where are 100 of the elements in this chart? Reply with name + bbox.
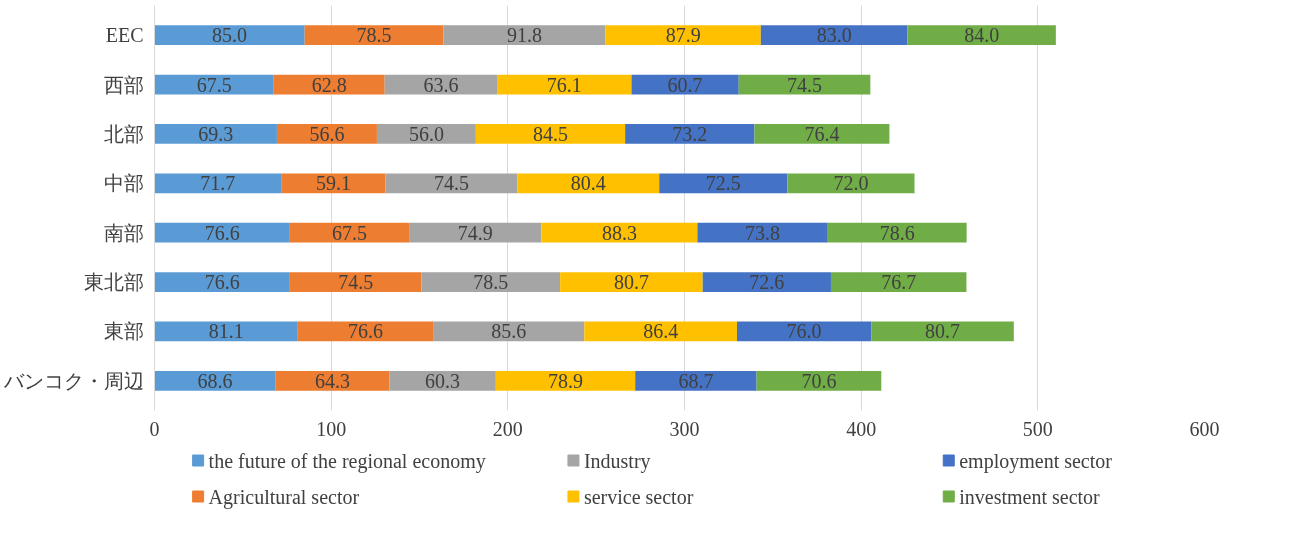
bar [154, 222, 290, 243]
y-tick-label: 東部 [103, 320, 144, 343]
bar [907, 25, 1056, 46]
data-label: 67.5 [331, 221, 367, 244]
x-tick-label: 200 [492, 417, 523, 440]
x-tick-label: 500 [1022, 417, 1053, 440]
y-tick-label: バンコク・周辺 [2, 369, 144, 392]
bar [827, 222, 967, 243]
data-label: 67.5 [196, 73, 232, 96]
data-label: 78.5 [473, 271, 509, 294]
x-tick-label: 100 [316, 417, 347, 440]
bar [495, 370, 636, 391]
bar [154, 25, 305, 46]
x-tick-label: 0 [149, 417, 160, 440]
data-label: 91.8 [506, 24, 542, 47]
bar [787, 173, 915, 194]
bar [625, 124, 755, 144]
data-label: 74.5 [338, 271, 374, 294]
data-label: 56.0 [408, 122, 444, 145]
data-label: 64.3 [314, 369, 350, 392]
bar [517, 173, 660, 194]
data-label: 85.0 [212, 24, 248, 47]
bar [702, 272, 831, 292]
x-tick-label: 300 [669, 417, 700, 440]
data-label: 74.5 [433, 172, 469, 195]
data-label: 76.7 [881, 271, 917, 294]
bar [605, 25, 761, 46]
data-label: 62.8 [311, 73, 347, 96]
bar [697, 222, 828, 243]
bar [154, 370, 276, 391]
data-label: 80.4 [570, 172, 606, 195]
y-tick-label: 西部 [103, 73, 144, 96]
data-label: 78.9 [548, 369, 584, 392]
data-label: 76.6 [347, 320, 383, 343]
legend-label: Agricultural sector [208, 485, 360, 509]
bar [443, 25, 606, 46]
bar [275, 370, 390, 391]
data-label: 84.5 [533, 122, 568, 145]
data-label: 85.6 [491, 320, 527, 343]
bar [154, 173, 282, 194]
bar [754, 124, 890, 144]
legend-label: Industry [583, 449, 651, 473]
data-label: 59.1 [315, 172, 351, 195]
data-label: 63.6 [423, 73, 459, 96]
bar [289, 222, 410, 243]
bar [760, 25, 908, 46]
bar [154, 124, 277, 144]
data-label: 68.7 [678, 369, 714, 392]
y-tick-label: 中部 [103, 172, 144, 195]
bar [289, 272, 422, 292]
bar [475, 124, 626, 144]
data-label: 80.7 [925, 320, 961, 343]
legend-label: employment sector [959, 449, 1113, 473]
data-label: 78.5 [356, 24, 392, 47]
bar [154, 272, 290, 292]
legend-label: service sector [583, 485, 694, 508]
data-label: 71.7 [200, 172, 236, 195]
bar [421, 272, 561, 292]
y-tick-label: 東北部 [83, 271, 144, 294]
x-tick-label: 400 [846, 417, 877, 440]
bar [560, 272, 703, 292]
y-tick-label: 南部 [103, 221, 144, 244]
x-tick-label: 600 [1189, 417, 1220, 440]
data-label: 76.1 [546, 73, 582, 96]
data-label: 74.5 [787, 73, 823, 96]
data-label: 60.3 [425, 369, 461, 392]
data-label: 73.8 [745, 221, 781, 244]
data-label: 56.6 [309, 122, 345, 145]
data-label: 86.4 [643, 320, 679, 343]
legend-label: the future of the regional economy [208, 449, 486, 473]
data-label: 69.3 [198, 122, 234, 145]
bar [830, 272, 967, 292]
data-label: 81.1 [208, 320, 244, 343]
data-label: 87.9 [665, 24, 701, 47]
data-label: 76.4 [804, 122, 840, 145]
data-label: 80.7 [613, 271, 649, 294]
bar [154, 321, 298, 342]
data-label: 78.6 [879, 221, 915, 244]
data-label: 83.0 [816, 24, 852, 47]
bar [409, 222, 542, 243]
data-label: 76.6 [204, 221, 240, 244]
bar [659, 173, 788, 194]
y-tick-label: 北部 [103, 122, 144, 145]
data-label: 84.0 [964, 24, 1000, 47]
bar [281, 173, 386, 194]
y-tick-label: EEC [105, 24, 144, 47]
data-label: 73.2 [672, 122, 708, 145]
data-label: 76.6 [204, 271, 240, 294]
bar [756, 370, 882, 391]
data-label: 68.6 [197, 369, 233, 392]
data-label: 88.3 [601, 221, 637, 244]
bar [497, 74, 632, 95]
bar [385, 173, 518, 194]
data-label: 76.0 [786, 320, 822, 343]
bar [541, 222, 698, 243]
bar [304, 25, 444, 46]
bar [389, 370, 496, 391]
data-label: 70.6 [801, 369, 837, 392]
data-label: 72.5 [705, 172, 741, 195]
data-label: 72.0 [833, 172, 869, 195]
